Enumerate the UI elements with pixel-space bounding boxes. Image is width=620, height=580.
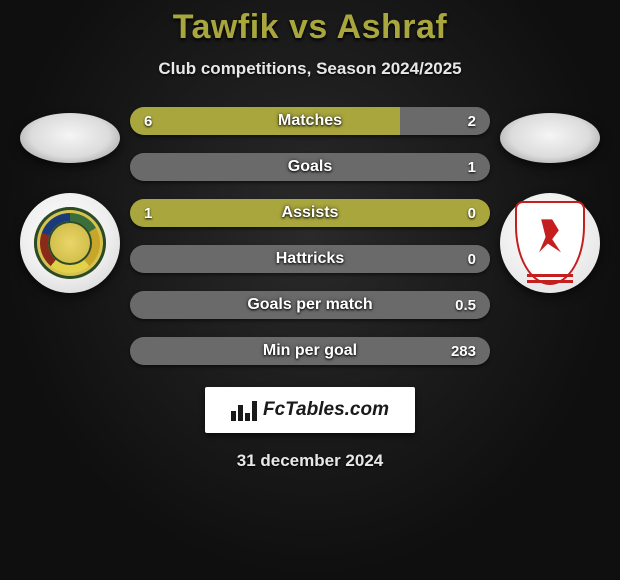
stat-bar-row: Matches62 — [130, 107, 490, 135]
footer-date: 31 december 2024 — [237, 451, 384, 471]
player-photo-left — [20, 113, 120, 163]
stat-bar-right-fill — [130, 291, 490, 319]
stat-bar-row: Hattricks0 — [130, 245, 490, 273]
stat-bar-left-fill — [130, 107, 400, 135]
stat-bar-right-fill — [400, 107, 490, 135]
stat-bar-row: Assists10 — [130, 199, 490, 227]
comparison-infographic: Tawfik vs Ashraf Club competitions, Seas… — [0, 0, 620, 580]
comparison-area: Matches62 Goals1 Assists10 Hattricks0 Goals … — [0, 107, 620, 365]
stat-bar-left-fill — [130, 199, 490, 227]
club-badge-left — [20, 193, 120, 293]
brand-chart-icon — [231, 399, 257, 421]
stat-bar-row: Goals1 — [130, 153, 490, 181]
stat-bar-right-fill — [130, 153, 490, 181]
player-photo-right — [500, 113, 600, 163]
stat-bar-right-fill — [130, 337, 490, 365]
club-crest-icon — [34, 207, 106, 279]
stat-bars: Matches62 Goals1 Assists10 Hattricks0 Goals … — [130, 107, 490, 365]
club-badge-right — [500, 193, 600, 293]
brand-text: FcTables.com — [263, 399, 389, 421]
club-crest-icon — [515, 201, 585, 285]
subtitle: Club competitions, Season 2024/2025 — [158, 59, 461, 79]
page-title: Tawfik vs Ashraf — [173, 8, 447, 47]
brand-badge: FcTables.com — [205, 387, 415, 433]
stat-bar-row: Min per goal283 — [130, 337, 490, 365]
stat-bar-right-fill — [130, 245, 490, 273]
left-side — [10, 107, 130, 293]
right-side — [490, 107, 610, 293]
stat-bar-row: Goals per match0.5 — [130, 291, 490, 319]
